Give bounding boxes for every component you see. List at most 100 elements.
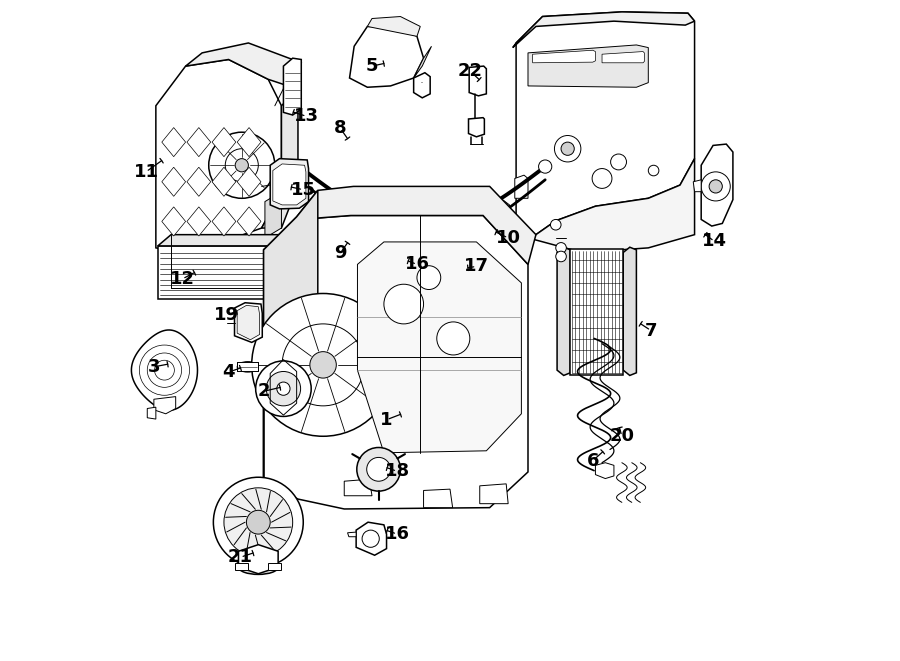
Polygon shape	[515, 175, 528, 198]
Polygon shape	[596, 463, 614, 479]
Polygon shape	[292, 235, 306, 299]
Polygon shape	[270, 159, 309, 209]
Polygon shape	[162, 207, 185, 236]
Polygon shape	[131, 330, 197, 410]
Polygon shape	[357, 242, 521, 453]
Circle shape	[394, 258, 411, 276]
Polygon shape	[154, 397, 176, 414]
Polygon shape	[284, 58, 302, 115]
Circle shape	[356, 447, 400, 491]
Polygon shape	[235, 303, 262, 342]
Polygon shape	[212, 128, 236, 157]
Circle shape	[610, 154, 626, 170]
Polygon shape	[156, 59, 282, 253]
Polygon shape	[469, 66, 486, 96]
Circle shape	[282, 324, 364, 406]
Polygon shape	[273, 164, 306, 205]
Polygon shape	[268, 563, 282, 570]
Polygon shape	[414, 73, 430, 98]
Circle shape	[235, 159, 248, 172]
Circle shape	[561, 142, 574, 155]
Circle shape	[277, 382, 290, 395]
Polygon shape	[212, 207, 236, 236]
Bar	[571, 249, 623, 375]
Circle shape	[224, 488, 292, 557]
Polygon shape	[490, 214, 509, 230]
Circle shape	[209, 132, 274, 198]
Polygon shape	[187, 207, 211, 236]
Bar	[238, 362, 258, 371]
Polygon shape	[414, 46, 431, 78]
Polygon shape	[356, 522, 386, 555]
Ellipse shape	[350, 451, 359, 459]
Polygon shape	[513, 12, 695, 48]
Text: 10: 10	[496, 229, 521, 247]
Polygon shape	[602, 52, 644, 63]
Polygon shape	[187, 167, 211, 196]
Text: 7: 7	[644, 321, 657, 340]
Polygon shape	[158, 235, 306, 246]
Circle shape	[556, 251, 566, 262]
Polygon shape	[235, 563, 248, 570]
Circle shape	[436, 322, 470, 355]
Polygon shape	[344, 479, 372, 496]
Text: 6: 6	[587, 451, 599, 470]
Circle shape	[538, 160, 552, 173]
Circle shape	[551, 219, 561, 230]
Text: 17: 17	[464, 257, 489, 276]
Polygon shape	[238, 207, 261, 236]
Polygon shape	[516, 159, 695, 253]
Text: 22: 22	[458, 62, 483, 81]
Circle shape	[256, 361, 311, 416]
Polygon shape	[379, 260, 388, 264]
Polygon shape	[367, 17, 420, 36]
Polygon shape	[264, 190, 318, 481]
Polygon shape	[693, 180, 701, 192]
Polygon shape	[533, 50, 596, 63]
Text: 11: 11	[133, 163, 158, 181]
Ellipse shape	[238, 362, 258, 372]
Polygon shape	[148, 407, 156, 419]
Polygon shape	[280, 175, 290, 185]
Text: 16: 16	[384, 525, 410, 543]
Text: 4: 4	[222, 363, 235, 381]
Polygon shape	[349, 26, 424, 87]
Polygon shape	[262, 89, 298, 228]
Circle shape	[648, 165, 659, 176]
Text: 1: 1	[381, 410, 392, 429]
Polygon shape	[528, 45, 648, 87]
Circle shape	[247, 510, 270, 534]
Circle shape	[701, 172, 730, 201]
Text: 2: 2	[257, 382, 270, 401]
Text: 16: 16	[404, 255, 429, 274]
Ellipse shape	[375, 492, 382, 502]
Polygon shape	[490, 201, 509, 217]
Circle shape	[225, 149, 258, 182]
Circle shape	[252, 293, 394, 436]
Circle shape	[453, 266, 464, 276]
Polygon shape	[264, 186, 536, 264]
Polygon shape	[238, 545, 278, 574]
Polygon shape	[187, 128, 211, 157]
Circle shape	[294, 175, 304, 185]
Text: 15: 15	[291, 180, 316, 199]
Circle shape	[362, 530, 379, 547]
Text: 5: 5	[365, 57, 378, 75]
Polygon shape	[162, 167, 185, 196]
Ellipse shape	[238, 560, 278, 574]
Polygon shape	[480, 484, 508, 504]
Polygon shape	[212, 167, 236, 196]
Polygon shape	[162, 128, 185, 157]
Circle shape	[441, 254, 475, 288]
Text: 13: 13	[294, 107, 320, 126]
Circle shape	[554, 136, 580, 162]
Text: 3: 3	[148, 358, 160, 376]
Circle shape	[213, 477, 303, 567]
Polygon shape	[238, 305, 259, 340]
Circle shape	[592, 169, 612, 188]
Circle shape	[709, 180, 723, 193]
Polygon shape	[557, 247, 571, 375]
Circle shape	[366, 457, 391, 481]
Polygon shape	[280, 161, 290, 172]
Polygon shape	[347, 532, 356, 537]
